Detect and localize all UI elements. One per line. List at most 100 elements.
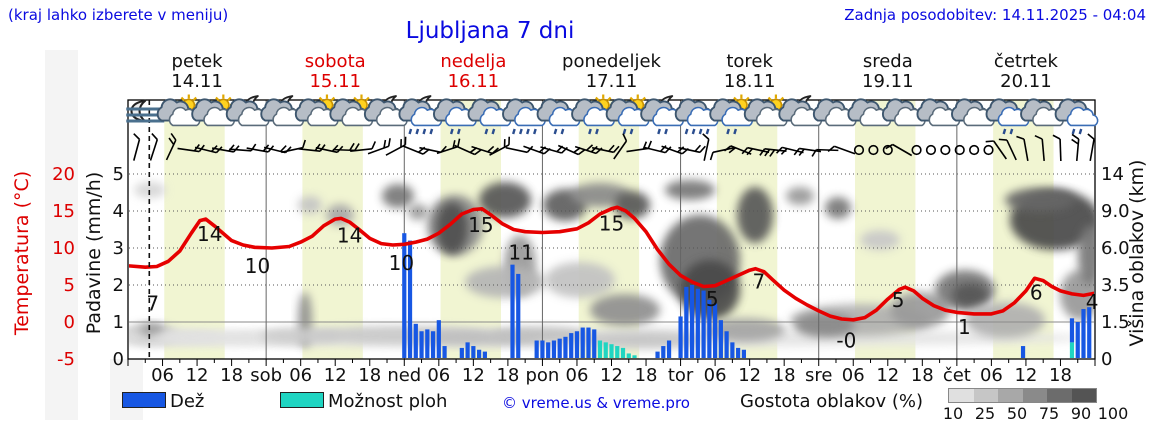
svg-text:06: 06 <box>704 365 727 386</box>
cloud-scale-label-10: 10 <box>942 404 964 423</box>
temp-label-14: 14 <box>197 222 222 246</box>
svg-text:12: 12 <box>186 365 209 386</box>
svg-text:12: 12 <box>324 365 347 386</box>
cloud-cover-legend-label: Gostota oblakov (%) <box>740 391 924 412</box>
time-axis: 06 12 18 sob 06 12 18 ned 06 12 18 pon 06 12 18 tor 06 12… <box>127 359 1096 386</box>
calm-wind-icon <box>911 144 922 156</box>
cloud-scale-label-25: 25 <box>974 404 996 423</box>
day-separators <box>265 100 958 359</box>
calm-wind-icon <box>853 144 865 156</box>
wind-barb-icon <box>1052 134 1062 162</box>
calm-wind-icon <box>940 144 951 156</box>
wind-barb-icon <box>523 145 551 155</box>
svg-text:5: 5 <box>113 164 124 185</box>
svg-text:06: 06 <box>289 365 312 386</box>
day-name-sobota: sobota <box>304 51 366 72</box>
svg-text:20: 20 <box>52 164 75 185</box>
page-title: Ljubljana 7 dni <box>405 18 575 44</box>
svg-text:12: 12 <box>876 365 899 386</box>
cloud-scale-segment-3 <box>1022 389 1047 402</box>
svg-text:14: 14 <box>1101 164 1124 185</box>
svg-text:3: 3 <box>113 238 124 259</box>
svg-text:10: 10 <box>52 238 75 259</box>
cloud-axis-title: Višina oblakov (km) <box>1126 160 1148 347</box>
svg-text:12: 12 <box>462 365 485 386</box>
wind-barb-icon <box>741 146 770 156</box>
temp-label-15: 15 <box>468 213 493 237</box>
svg-text:tor: tor <box>668 365 694 386</box>
day-name-petek: petek <box>171 51 223 72</box>
rain-drops-icon <box>726 128 738 135</box>
calm-wind-icon <box>969 144 980 156</box>
cloud-axis-ticks: 14 9.0 6.0 3.5 1.5 0 <box>1101 164 1130 370</box>
rain-drops-icon <box>684 128 710 135</box>
wind-barb-icon <box>165 132 177 161</box>
cloud-icon <box>1066 106 1099 127</box>
day-name-sreda: sreda <box>862 51 913 72</box>
rain-drops-icon <box>657 128 668 135</box>
svg-text:5: 5 <box>64 275 75 296</box>
wind-barb-icon <box>626 140 653 153</box>
svg-text:06: 06 <box>151 365 174 386</box>
svg-text:čet: čet <box>943 365 971 386</box>
wind-barb-icon <box>1034 134 1045 162</box>
wind-barb-icon <box>350 141 377 152</box>
rain-legend-label: Dež <box>170 391 295 412</box>
svg-text:06: 06 <box>842 365 865 386</box>
credit-link[interactable]: © vreme.us & vreme.pro <box>502 394 690 412</box>
day-date-sobota: 15.11 <box>309 71 361 92</box>
svg-text:-5: -5 <box>57 349 75 370</box>
wind-barb-icon <box>998 138 1017 161</box>
weather-icon-3 <box>225 95 270 127</box>
calm-wind-icon <box>983 144 994 156</box>
temp-label-1: 1 <box>958 315 971 339</box>
wind-barb-icon <box>613 133 628 160</box>
cloud-scale-segment-4 <box>1047 389 1072 402</box>
temperature-labels: 7 14 10 14 10 15 11 15 5 7 -0 5 1 6 4 <box>146 212 1098 353</box>
wind-barb-icon <box>1087 133 1095 161</box>
cloud-scale-segment-2 <box>998 389 1023 402</box>
svg-text:0: 0 <box>1101 349 1112 370</box>
svg-text:3.5: 3.5 <box>1101 275 1130 296</box>
svg-text:12: 12 <box>600 365 623 386</box>
temp-axis-title: Temperatura (°C) <box>11 171 33 336</box>
svg-text:2: 2 <box>113 275 124 296</box>
temp-label-15: 15 <box>599 212 624 236</box>
svg-text:18: 18 <box>358 365 381 386</box>
wind-barb-icon <box>133 133 141 161</box>
rain-drops-icon <box>484 128 496 135</box>
cloud-scale-segment-1 <box>973 389 998 402</box>
showers-legend-label: Možnost ploh <box>328 391 488 412</box>
precip-axis-title: Padavine (mm/h) <box>83 172 105 335</box>
rain-drops-icon <box>449 128 461 135</box>
cloud-scale-segment-0 <box>949 389 974 402</box>
rain-drops-icon <box>553 128 565 135</box>
svg-text:4: 4 <box>113 201 124 222</box>
wind-barb-icon <box>489 136 511 156</box>
svg-text:0: 0 <box>113 349 124 370</box>
cloud-density-scale <box>948 388 1097 403</box>
day-date-nedelja: 16.11 <box>447 71 500 92</box>
wind-barb-icon <box>436 138 461 155</box>
rain-drops-icon <box>408 128 434 135</box>
wind-barb-icon <box>827 145 856 155</box>
precip-axis-ticks: 5 4 3 2 1 0 <box>113 164 124 370</box>
moon-icon <box>130 99 147 123</box>
temp-axis-ticks: 20 15 10 5 0 -5 <box>52 164 75 370</box>
cloud-scale-segment-5 <box>1071 389 1096 402</box>
temp-label-7: 7 <box>146 292 159 316</box>
temp-axis-title-g: Temperatura (°C) <box>11 171 33 336</box>
svg-text:15: 15 <box>52 201 75 222</box>
wind-barb-icon <box>885 143 913 157</box>
weather-icons-row <box>126 94 1099 135</box>
svg-text:sob: sob <box>250 365 282 386</box>
cloud-cover-layer <box>129 180 1094 348</box>
cloud-scale-label-100: 100 <box>1097 404 1129 423</box>
svg-text:18: 18 <box>635 365 658 386</box>
svg-text:sre: sre <box>805 365 832 386</box>
cloud-axis-title-g: Višina oblakov (km) <box>1126 160 1148 347</box>
wind-barb-icon <box>811 148 839 157</box>
svg-text:12: 12 <box>738 365 761 386</box>
calm-wind-icon <box>954 144 965 156</box>
